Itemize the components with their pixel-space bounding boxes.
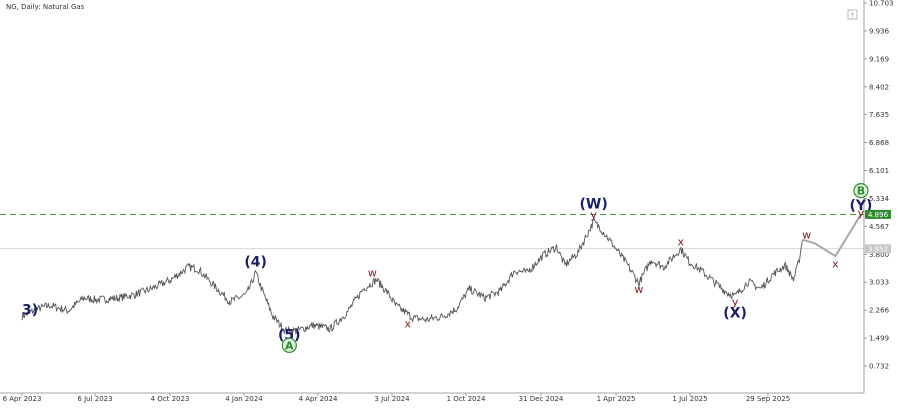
x-tick-label: 29 Sep 2025	[746, 395, 790, 403]
y-tick-label: 4.567	[869, 223, 889, 231]
wave-sublabel: w	[802, 228, 811, 241]
wave-label: (4)	[244, 255, 267, 271]
wave-label: B	[857, 185, 865, 198]
price-line	[21, 218, 803, 336]
wave-sublabel: y	[590, 208, 597, 221]
x-tick-label: 4 Oct 2023	[151, 395, 190, 403]
y-tick-label: 0.732	[869, 363, 889, 371]
x-tick-label: 4 Apr 2024	[299, 395, 338, 403]
y-tick-label: 6.868	[869, 139, 889, 147]
symbol-label: NG, Daily: Natural Gas	[6, 3, 85, 11]
current-price-tag	[865, 244, 891, 254]
one-click-trading-icon-glyph: ↑	[850, 12, 855, 19]
wave-label: A	[285, 339, 294, 352]
y-tick-label: 9.936	[869, 27, 890, 35]
x-tick-label: 1 Jul 2025	[672, 395, 707, 403]
wave-sublabel: y	[732, 296, 739, 309]
projection-line	[802, 213, 862, 258]
y-tick-label: 1.499	[869, 335, 889, 343]
wave-sublabel: x	[832, 257, 839, 270]
y-tick-label: 2.266	[869, 307, 890, 315]
y-tick-label: 3.033	[869, 279, 889, 287]
wave-sublabel: y	[858, 206, 865, 219]
wave-sublabel: w	[368, 267, 377, 280]
wave-label: (W)	[580, 196, 608, 212]
y-tick-label: 10.703	[869, 0, 894, 8]
x-tick-label: 1 Apr 2025	[597, 395, 636, 403]
resistance-price-tag-label: 4.896	[868, 211, 889, 219]
y-tick-label: 8.402	[869, 83, 889, 91]
x-tick-label: 3 Jul 2024	[374, 395, 410, 403]
time-axis: 6 Apr 2023 6 Jul 2023 4 Oct 2023 4 Jan 2024…	[3, 393, 790, 403]
x-tick-label: 4 Jan 2024	[225, 395, 263, 403]
wave-sublabel: x	[404, 317, 411, 330]
x-tick-label: 1 Oct 2024	[447, 395, 486, 403]
y-tick-label: 9.169	[869, 55, 889, 63]
wave-sublabel: x	[678, 236, 685, 249]
y-tick-label: 3.800	[869, 251, 889, 259]
wave-label-circle	[853, 182, 869, 199]
wave-sublabel: w	[634, 283, 643, 296]
x-tick-label: 31 Dec 2024	[519, 395, 564, 403]
wave-label: (X)	[723, 306, 747, 322]
y-tick-label: 6.101	[869, 167, 889, 175]
x-tick-label: 6 Apr 2023	[3, 395, 42, 403]
wave-label: (5)	[278, 327, 301, 343]
one-click-trading-icon[interactable]	[847, 9, 858, 20]
x-tick-label: 6 Jul 2023	[77, 395, 112, 403]
y-tick-label: 7.635	[869, 111, 889, 119]
resistance-price-tag	[865, 209, 891, 219]
price-axis: 10.703 9.936 9.169 8.402 7.635 6.868 6.101 5.33…	[864, 0, 894, 371]
wave-label: 3)	[22, 303, 38, 319]
y-tick-label: 5.334	[869, 195, 890, 203]
current-price-tag-label: 3.952	[868, 245, 888, 253]
wave-label-circle	[281, 337, 297, 353]
